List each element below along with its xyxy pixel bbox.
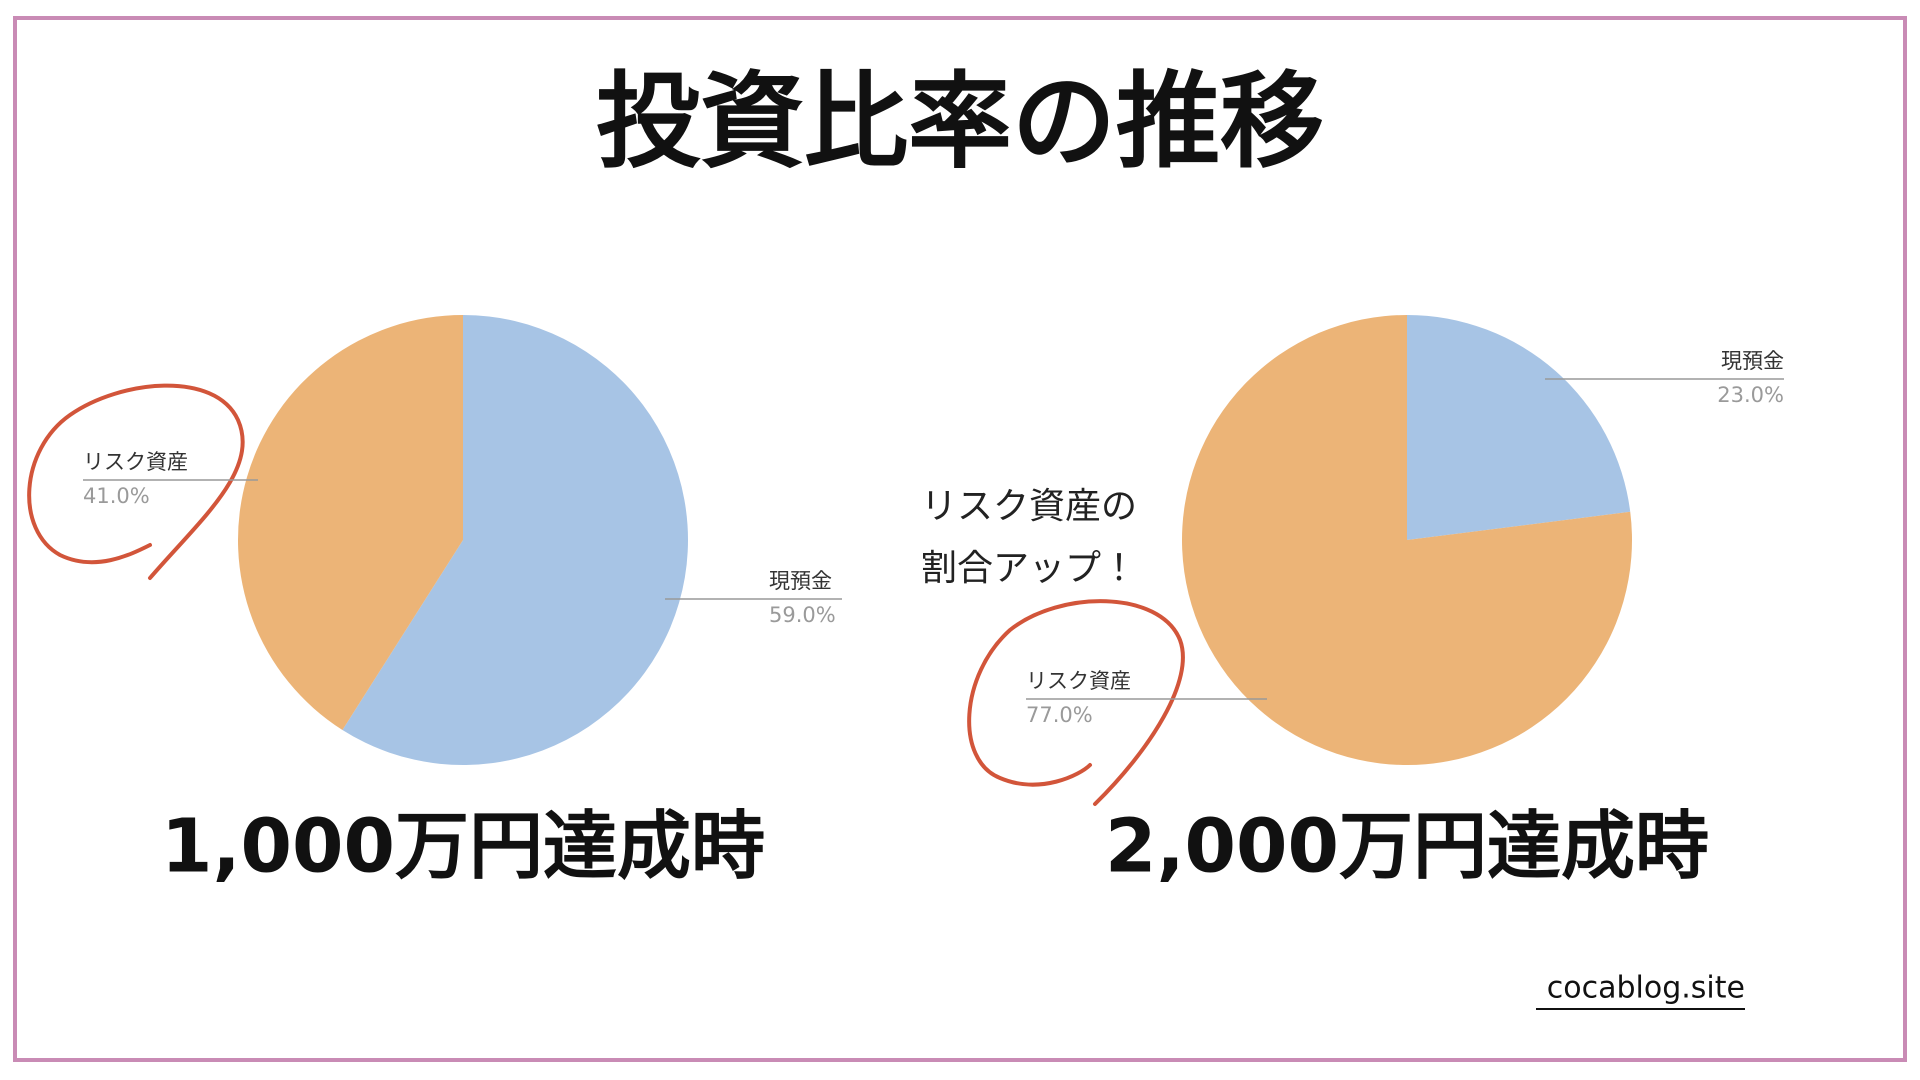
pie-slice <box>1407 315 1631 540</box>
page-title: 投資比率の推移 <box>596 60 1324 182</box>
pie-slice <box>342 315 688 765</box>
slice-value-label: 59.0% <box>769 603 836 627</box>
slice-label: リスク資産 <box>1026 669 1131 693</box>
annotation: リスク資産の <box>921 486 1137 527</box>
slice-label: リスク資産 <box>83 450 188 474</box>
slice-value-label: 23.0% <box>1717 383 1784 407</box>
annotation: 割合アップ！ <box>921 548 1137 589</box>
hand-drawn-circle <box>27 383 245 580</box>
slice-value-label: 41.0% <box>83 484 150 508</box>
pie-slice <box>1182 315 1632 766</box>
slice-label: 現預金 <box>769 569 832 593</box>
footer: cocablog.site <box>1547 971 1745 1006</box>
chart-title: 1,000万円達成時 <box>161 804 765 890</box>
slice-value-label: 77.0% <box>1026 703 1093 727</box>
chart-title: 2,000万円達成時 <box>1105 804 1709 890</box>
pie-slice <box>238 315 463 730</box>
hand-drawn-circle <box>967 599 1185 806</box>
slice-label: 現預金 <box>1721 349 1784 373</box>
